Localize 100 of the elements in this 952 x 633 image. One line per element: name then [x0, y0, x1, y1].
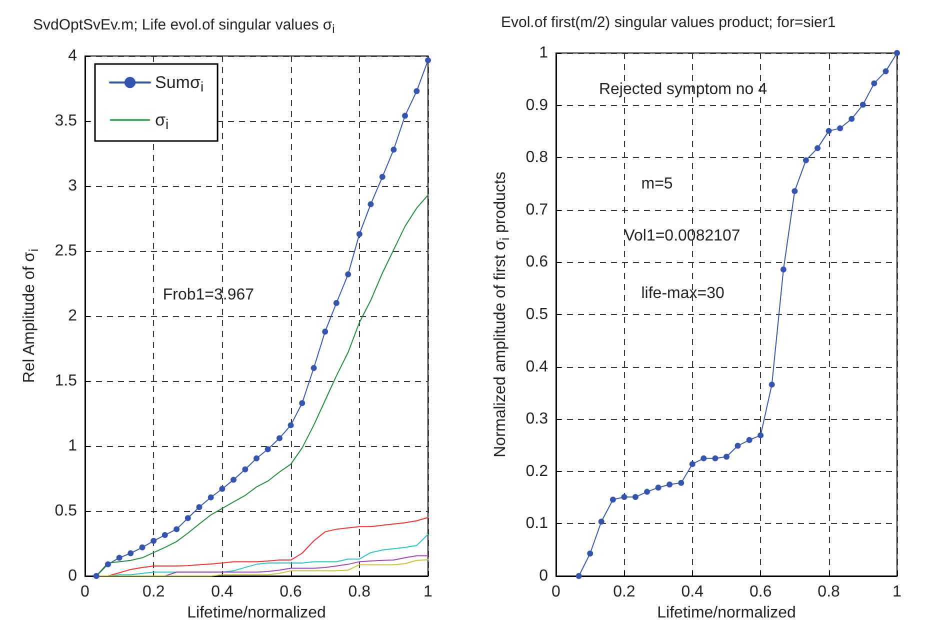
- point: [882, 68, 889, 74]
- chart-title: Evol.of first(m/2) singular values product; for=sier1: [501, 14, 836, 31]
- point: [276, 435, 282, 442]
- x-tick-label: 0.2: [142, 584, 165, 600]
- x-tick-label: 0: [552, 584, 561, 600]
- x-axis-title: Lifetime/normalized: [187, 604, 326, 622]
- x-tick-label: 0.6: [749, 584, 772, 600]
- y-tick-label: 1: [539, 44, 548, 62]
- y-tick-label: 3.5: [54, 112, 78, 130]
- y-tick-label: 0.5: [54, 502, 78, 520]
- point: [860, 102, 866, 108]
- y-tick-label: 0.2: [526, 462, 548, 480]
- point: [402, 112, 408, 119]
- point: [666, 481, 673, 488]
- point: [746, 437, 752, 444]
- point: [724, 454, 730, 460]
- point: [780, 266, 786, 273]
- point: [700, 455, 707, 462]
- point: [345, 271, 352, 278]
- point: [644, 488, 650, 495]
- point: [758, 432, 764, 438]
- point: [139, 544, 146, 550]
- y-axis-title: Rel Amplitude of σi: [21, 248, 41, 383]
- point: [208, 494, 214, 500]
- x-axis-title: Lifetime/normalized: [657, 604, 796, 622]
- point: [425, 57, 431, 64]
- point: [116, 554, 122, 561]
- point: [678, 480, 684, 486]
- point: [264, 446, 271, 452]
- y-tick-label: 0.7: [526, 201, 548, 218]
- x-tick-label: 0.6: [280, 584, 302, 600]
- x-tick-label: 0: [80, 584, 90, 600]
- y-axis-title: Normalized amplitude of first σi products: [492, 172, 512, 458]
- point: [632, 494, 638, 500]
- point: [802, 157, 809, 164]
- point: [174, 526, 180, 532]
- point: [162, 532, 168, 538]
- x-tick-label: 1: [424, 584, 433, 600]
- point: [894, 50, 900, 56]
- annotation: Vol1=0.0082107: [624, 228, 740, 245]
- point: [242, 466, 248, 472]
- point: [288, 422, 294, 428]
- annotation: m=5: [641, 175, 673, 192]
- point: [587, 550, 594, 557]
- y-tick-label: 4: [68, 48, 78, 64]
- x-tick-label: 0.8: [348, 584, 371, 600]
- point: [379, 174, 386, 180]
- y-tick-label: 0.6: [526, 254, 548, 271]
- x-tick-label: 1: [892, 584, 902, 600]
- point: [610, 496, 616, 503]
- x-tick-label: 0.4: [681, 584, 704, 600]
- point: [104, 561, 111, 568]
- x-tick-label: 0.2: [613, 584, 636, 600]
- point: [299, 400, 306, 406]
- point: [93, 573, 100, 579]
- point: [230, 476, 237, 483]
- point: [322, 328, 328, 335]
- y-tick-label: 0: [68, 568, 78, 584]
- point: [219, 486, 226, 492]
- point: [576, 573, 582, 579]
- y-tick-label: 0.3: [526, 410, 548, 428]
- x-tick-label: 0.4: [211, 584, 234, 600]
- annotation: Frob1=3.967: [162, 286, 254, 304]
- point: [368, 201, 374, 208]
- point: [792, 188, 798, 194]
- point: [621, 494, 628, 500]
- point: [128, 550, 134, 556]
- point: [333, 300, 340, 306]
- point: [150, 538, 157, 544]
- y-tick-label: 0: [539, 568, 548, 584]
- point: [414, 88, 420, 94]
- point: [848, 116, 855, 122]
- y-tick-label: 0.9: [526, 96, 548, 114]
- point: [689, 461, 696, 468]
- annotation: life-max=30: [641, 285, 724, 302]
- y-tick-label: 0.1: [526, 515, 548, 532]
- y-tick-label: 2: [68, 308, 78, 324]
- x-tick-label: 0.8: [818, 584, 840, 600]
- y-tick-label: 0.4: [526, 358, 548, 376]
- point: [356, 231, 362, 238]
- y-tick-label: 1: [68, 438, 78, 454]
- point: [390, 146, 397, 153]
- point: [837, 125, 844, 132]
- point: [814, 145, 821, 152]
- y-tick-label: 2.5: [54, 242, 78, 260]
- point: [196, 504, 202, 510]
- point: [734, 442, 741, 449]
- point: [184, 515, 191, 522]
- point: [655, 484, 662, 491]
- y-tick-label: 0.5: [526, 306, 548, 323]
- point: [826, 128, 832, 134]
- y-tick-label: 0.8: [526, 149, 548, 166]
- y-tick-label: 1.5: [54, 372, 78, 390]
- point: [598, 518, 604, 525]
- point: [254, 455, 260, 462]
- point: [310, 365, 317, 371]
- point: [712, 455, 718, 462]
- point: [768, 382, 775, 388]
- y-tick-label: 3: [68, 178, 78, 194]
- point: [871, 80, 878, 86]
